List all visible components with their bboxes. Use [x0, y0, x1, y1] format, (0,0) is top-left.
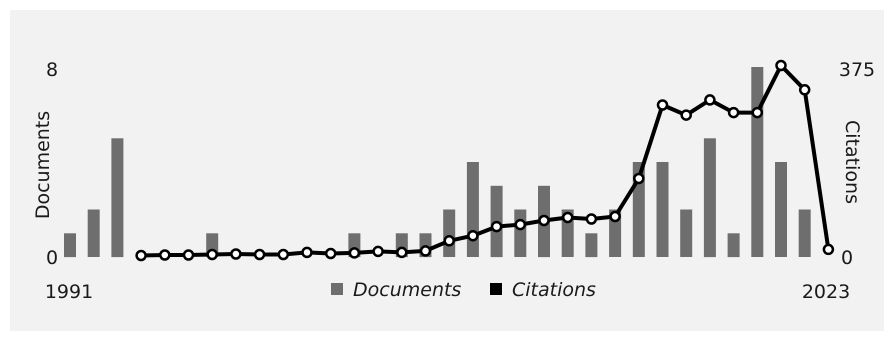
documents-bar-2013	[585, 233, 598, 258]
left-axis-title: Documents	[32, 111, 54, 219]
citations-point-2004	[372, 245, 384, 258]
left-axis-max-label: 8	[46, 59, 58, 81]
citations-point-2013	[585, 213, 598, 225]
legend-citations-label: Citations	[512, 279, 596, 301]
documents-bar-2021	[775, 162, 787, 257]
legend-citations-swatch	[490, 283, 502, 295]
citations-point-2016	[656, 99, 669, 111]
citations-point-2002	[324, 247, 337, 260]
citations-point-2017	[680, 109, 692, 121]
citations-point-2011	[538, 214, 550, 227]
citations-point-2019	[727, 106, 740, 119]
citations-point-1996	[182, 249, 195, 261]
citations-point-2006	[419, 245, 432, 257]
documents-bar-2022	[798, 209, 811, 257]
documents-bar-2007	[443, 209, 456, 257]
right-axis-title: Citations	[841, 120, 863, 204]
documents-bar-2018	[703, 138, 716, 258]
documents-bar-2019	[727, 233, 740, 258]
citations-point-2020	[751, 106, 764, 119]
citations-point-2015	[633, 172, 645, 185]
citations-point-2021	[775, 59, 787, 72]
left-axis-min-label: 0	[46, 247, 58, 269]
citations-point-2014	[609, 210, 621, 223]
x-axis-start-label: 1991	[45, 281, 93, 303]
citations-point-2012	[561, 211, 574, 224]
citations-point-1994	[135, 249, 147, 262]
documents-bar-2008	[466, 162, 479, 257]
citations-point-1998	[230, 248, 242, 260]
citations-line-group	[135, 59, 835, 262]
citations-point-2009	[490, 220, 503, 233]
legend: Documents Citations	[331, 279, 596, 301]
citations-point-1997	[206, 248, 218, 261]
documents-bar-2020	[751, 67, 764, 257]
citations-point-2023	[822, 243, 835, 256]
right-axis-max-label: 375	[839, 59, 875, 81]
citations-point-2001	[301, 246, 313, 259]
documents-bar-1993	[111, 138, 124, 258]
citations-point-2008	[467, 229, 479, 242]
citations-point-2010	[514, 218, 527, 231]
citations-line	[141, 63, 831, 258]
documents-bar-1991	[64, 233, 76, 258]
chart-panel	[10, 10, 884, 331]
documents-bar-2010	[514, 209, 527, 257]
citations-point-2007	[443, 235, 455, 247]
right-axis-min-label: 0	[841, 247, 853, 269]
x-axis-end-label: 2023	[802, 281, 850, 303]
legend-documents-label: Documents	[353, 279, 461, 301]
documents-bar-2017	[680, 209, 693, 257]
documents-bars	[64, 67, 811, 258]
citations-point-1999	[253, 248, 266, 261]
citations-point-2000	[277, 248, 290, 261]
legend-documents-swatch	[331, 283, 343, 295]
citations-point-1995	[159, 249, 171, 261]
citations-point-2018	[704, 94, 716, 106]
citations-point-2005	[396, 246, 408, 259]
documents-bar-1992	[87, 209, 100, 257]
documents-bar-2016	[656, 162, 669, 257]
citations-point-2003	[348, 247, 361, 259]
citations-point-2022	[798, 84, 811, 96]
